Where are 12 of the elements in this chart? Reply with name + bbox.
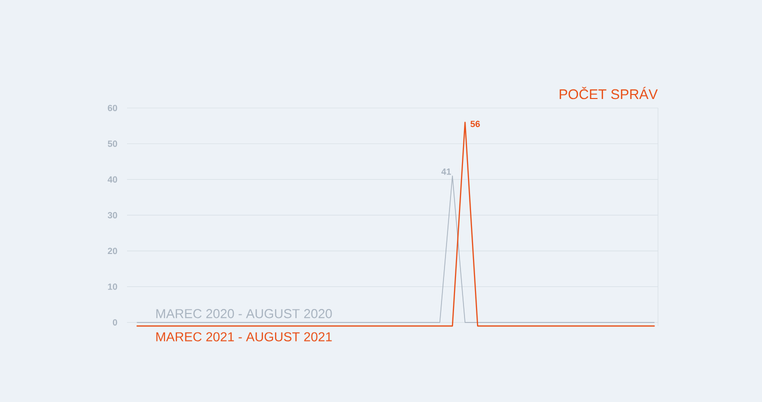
series-label: MAREC 2020 - AUGUST 2020 <box>156 309 332 318</box>
chart-title: POČET SPRÁV <box>560 86 658 100</box>
series-label: MAREC 2021 - AUGUST 2021 <box>156 332 332 342</box>
y-tick-label: 10 <box>108 284 118 290</box>
y-tick-label: 0 <box>112 319 118 326</box>
y-tick-label: 40 <box>108 176 118 183</box>
y-tick-label: 30 <box>108 212 118 218</box>
y-tick-label: 60 <box>108 104 118 112</box>
y-tick-label: 20 <box>108 248 118 254</box>
data-label: 41 <box>441 168 451 175</box>
y-tick-label: 50 <box>108 140 118 147</box>
data-label: 56 <box>470 120 480 128</box>
